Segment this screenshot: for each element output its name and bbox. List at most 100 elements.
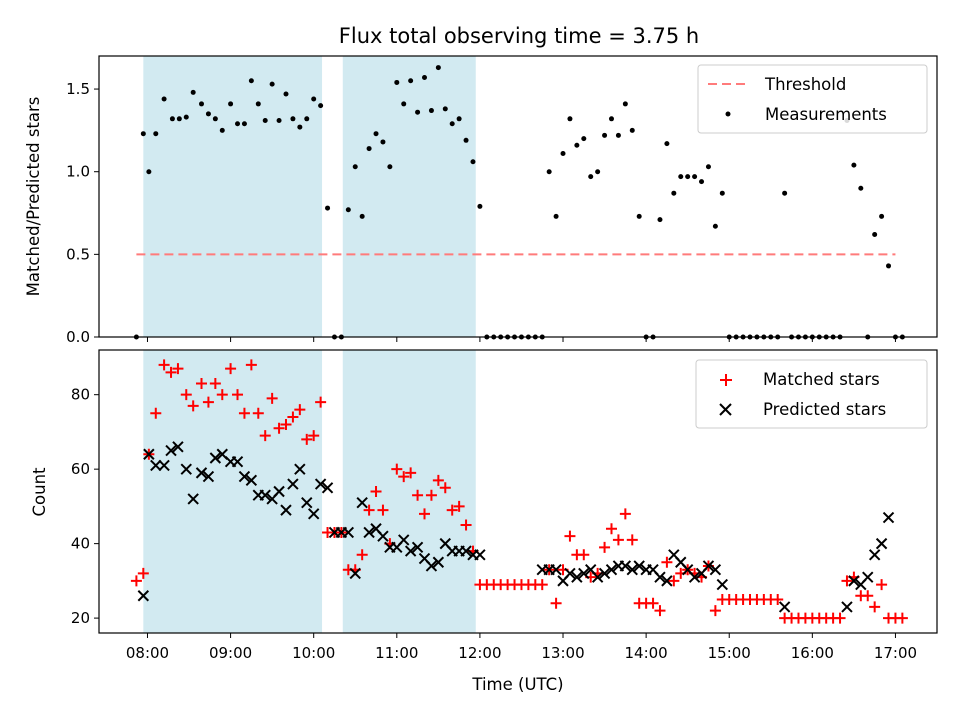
matched-star-point (412, 489, 424, 501)
predicted-star-point (702, 560, 715, 572)
matched-star-point (287, 411, 299, 423)
bottom-legend-frame (695, 359, 928, 429)
measurement-point (449, 121, 455, 127)
predicted-star-point (591, 571, 604, 583)
matched-star-point (377, 504, 389, 516)
matched-star-point (439, 482, 451, 494)
top-ticks: 0.0 0.5 1.0 1.5 (66, 80, 896, 346)
measurement-point (235, 121, 241, 127)
predicted-star-point (307, 508, 320, 520)
measurement-point (602, 132, 608, 138)
matched-star-point (180, 389, 192, 401)
legend-measurement-swatch (725, 111, 731, 117)
matched-star-point (158, 359, 170, 371)
matched-star-point (273, 422, 285, 434)
predicted-star-point (187, 493, 199, 505)
measurement-point (456, 116, 462, 122)
matched-star-point (356, 549, 368, 561)
matched-star-point (419, 508, 431, 520)
predicted-star-point (868, 549, 881, 561)
predicted-star-point (778, 601, 791, 613)
measurement-point (183, 114, 189, 120)
measurement-point (359, 213, 365, 219)
matched-star-point (432, 474, 444, 486)
predicted-star-point (172, 441, 184, 453)
x-tick-label: 14:00 (625, 644, 668, 662)
bottom-shaded-bands (143, 350, 476, 633)
matched-star-point (626, 534, 638, 546)
measurement-point (380, 139, 386, 145)
legend-measurement-label: Measurements (765, 105, 887, 124)
measurement-point (146, 169, 152, 175)
predicted-star-point (550, 563, 562, 576)
measurement-point (671, 190, 677, 196)
measurement-point (198, 101, 204, 107)
top-y-axis-label: Matched/Predicted stars (24, 97, 43, 297)
y-tick-label: 60 (71, 460, 90, 478)
predicted-star-point (137, 590, 150, 602)
measurement-point (255, 101, 261, 107)
top-legend-frame (697, 64, 928, 134)
measurement-point (692, 174, 698, 180)
x-tick-label: 12:00 (458, 644, 501, 662)
predicted-star-point (245, 474, 258, 487)
legend-predicted-label: Predicted stars (763, 400, 886, 419)
x-tick-label: 11:00 (375, 644, 418, 662)
matched-star-point (862, 590, 874, 602)
shaded-band-2 (342, 56, 476, 337)
bottom-legend: Matched stars Predicted stars (695, 359, 928, 429)
predicted-star-point (301, 496, 313, 509)
predicted-star-point (287, 478, 299, 490)
measurement-point (387, 164, 393, 170)
measurement-point (622, 101, 628, 107)
matched-star-point (536, 579, 548, 591)
measurement-point (699, 179, 705, 185)
predicted-star-point (404, 545, 417, 557)
x-tick-label: 09:00 (209, 644, 252, 662)
measurement-point (470, 159, 476, 165)
measurement-point (262, 117, 268, 123)
predicted-star-point (209, 452, 222, 464)
measurement-point (311, 96, 317, 102)
matched-star-point (405, 467, 417, 479)
measurement-point (581, 136, 587, 142)
legend-matched-label: Matched stars (763, 370, 880, 389)
measurement-point (161, 96, 167, 102)
measurement-point (297, 124, 303, 130)
predicted-star-point (377, 530, 389, 542)
top-legend: Threshold Measurements (697, 64, 928, 134)
matched-star-point (391, 463, 403, 475)
matched-star-point (259, 430, 271, 442)
measurement-point (373, 131, 379, 137)
x-axis-label: Time (UTC) (471, 675, 563, 694)
matched-star-point (661, 556, 673, 568)
measurement-point (442, 106, 448, 112)
measurement-point (886, 263, 892, 269)
predicted-star-point (661, 575, 673, 587)
predicted-star-point (180, 463, 192, 475)
measurement-point (248, 78, 254, 84)
legend-threshold-label: Threshold (764, 75, 846, 94)
matched-star-point (150, 407, 162, 419)
predicted-star-point (238, 470, 251, 483)
x-tick-label: 15:00 (708, 644, 751, 662)
matched-star-point (550, 597, 562, 609)
matched-star-point (564, 530, 576, 542)
predicted-star-point (398, 534, 410, 546)
measurement-point (276, 117, 282, 123)
predicted-star-point (165, 444, 177, 457)
measurement-point (595, 169, 601, 175)
predicted-star-point (411, 541, 424, 554)
bottom-plot-frame (98, 349, 938, 634)
predicted-star-point (314, 478, 327, 490)
matched-star-point (578, 549, 590, 561)
y-tick-label: 80 (71, 386, 90, 404)
measurement-point (205, 111, 211, 117)
matched-star-point (315, 396, 327, 408)
matched-star-point (612, 534, 624, 546)
predicted-star-point (460, 545, 472, 557)
y-tick-label: 0.0 (66, 328, 90, 346)
matched-star-point (172, 363, 184, 375)
measurement-point (546, 169, 552, 175)
predicted-star-point (654, 571, 666, 583)
